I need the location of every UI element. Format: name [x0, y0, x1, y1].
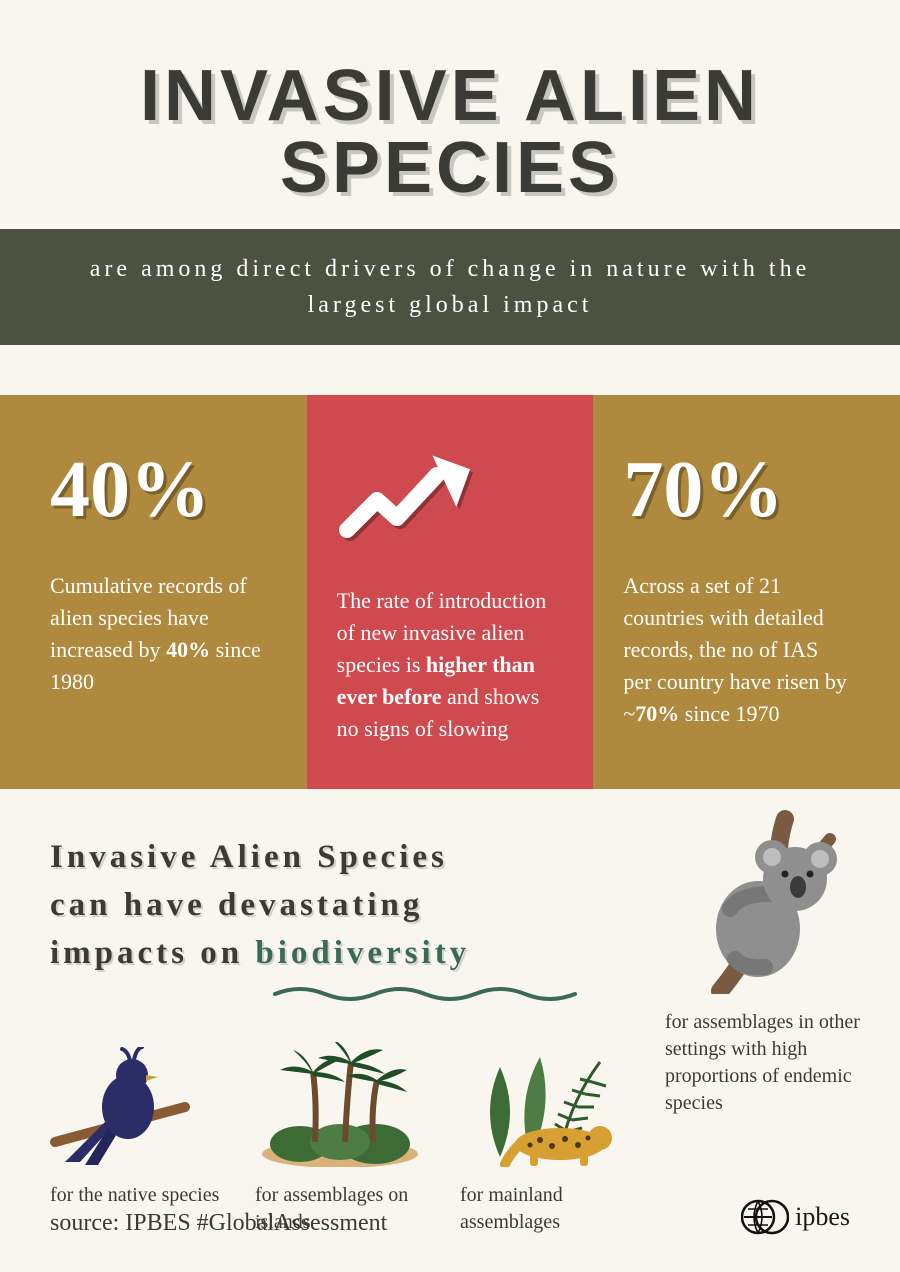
impact-item-koala: for assemblages in other settings with h… [665, 809, 865, 1117]
stat-panel-trend: The rate of introduction of new invasive… [307, 395, 594, 789]
stat-text-bold: 40% [166, 637, 210, 662]
globe-icon [741, 1197, 789, 1237]
subtitle-bar: are among direct drivers of change in na… [0, 229, 900, 345]
impact-caption: for assemblages in other settings with h… [665, 1009, 865, 1117]
title-block: INVASIVE ALIEN SPECIES [0, 0, 900, 229]
heading-line: impacts on [50, 935, 255, 971]
stat-panel-70pct: 70% Across a set of 21 countries with de… [593, 395, 900, 789]
stat-big-number: 40% [50, 450, 277, 530]
stat-text-bold: 70% [635, 701, 679, 726]
island-icon [255, 1037, 440, 1167]
source-text: source: IPBES #GlobalAssessment [50, 1210, 387, 1237]
stats-row: 40% Cumulative records of alien species … [0, 395, 900, 789]
stat-text-post: since 1970 [679, 701, 779, 726]
stat-text: The rate of introduction of new invasive… [337, 585, 564, 744]
stat-text: Across a set of 21 countries with detail… [623, 570, 850, 729]
stat-panel-40pct: 40% Cumulative records of alien species … [0, 395, 307, 789]
stat-big-number: 70% [623, 450, 850, 530]
bird-icon [50, 1037, 235, 1167]
heading-highlight: biodiversity [255, 935, 470, 971]
footer: source: IPBES #GlobalAssessment ipbes [50, 1197, 850, 1237]
impacts-heading: Invasive Alien Species can have devastat… [50, 834, 630, 978]
main-title: INVASIVE ALIEN SPECIES [30, 60, 870, 204]
impacts-section: Invasive Alien Species can have devastat… [0, 789, 900, 1236]
wavy-underline-icon [270, 982, 590, 1002]
trend-up-arrow-icon [337, 450, 564, 545]
heading-line: can have devastating [50, 887, 423, 923]
logo-text: ipbes [795, 1202, 850, 1232]
heading-line: Invasive Alien Species [50, 839, 448, 875]
jungle-icon [460, 1037, 645, 1167]
ipbes-logo: ipbes [741, 1197, 850, 1237]
koala-icon [665, 809, 865, 999]
stat-text: Cumulative records of alien species have… [50, 570, 277, 698]
